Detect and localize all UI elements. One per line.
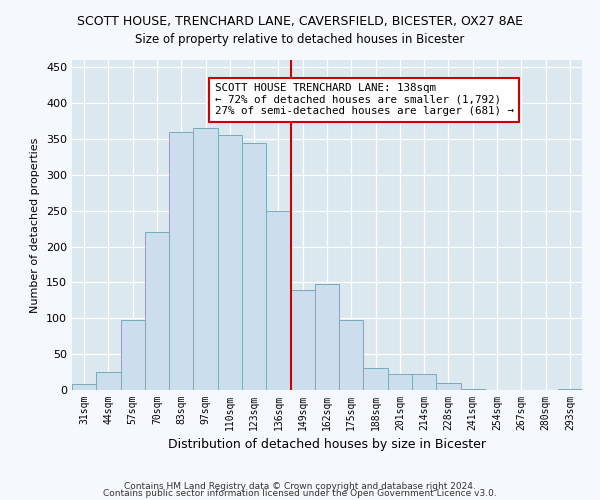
Bar bbox=[242, 142, 266, 390]
Text: Contains public sector information licensed under the Open Government Licence v3: Contains public sector information licen… bbox=[103, 490, 497, 498]
Bar bbox=[412, 374, 436, 390]
Bar bbox=[339, 320, 364, 390]
Bar bbox=[461, 388, 485, 390]
Bar bbox=[193, 128, 218, 390]
Text: SCOTT HOUSE, TRENCHARD LANE, CAVERSFIELD, BICESTER, OX27 8AE: SCOTT HOUSE, TRENCHARD LANE, CAVERSFIELD… bbox=[77, 15, 523, 28]
Bar bbox=[169, 132, 193, 390]
Bar bbox=[266, 210, 290, 390]
X-axis label: Distribution of detached houses by size in Bicester: Distribution of detached houses by size … bbox=[168, 438, 486, 452]
Text: Contains HM Land Registry data © Crown copyright and database right 2024.: Contains HM Land Registry data © Crown c… bbox=[124, 482, 476, 491]
Bar bbox=[558, 388, 582, 390]
Bar bbox=[290, 290, 315, 390]
Bar bbox=[364, 368, 388, 390]
Bar bbox=[388, 374, 412, 390]
Bar bbox=[72, 384, 96, 390]
Y-axis label: Number of detached properties: Number of detached properties bbox=[31, 138, 40, 312]
Bar bbox=[121, 320, 145, 390]
Text: SCOTT HOUSE TRENCHARD LANE: 138sqm
← 72% of detached houses are smaller (1,792)
: SCOTT HOUSE TRENCHARD LANE: 138sqm ← 72%… bbox=[215, 83, 514, 116]
Text: Size of property relative to detached houses in Bicester: Size of property relative to detached ho… bbox=[136, 32, 464, 46]
Bar bbox=[315, 284, 339, 390]
Bar bbox=[145, 232, 169, 390]
Bar bbox=[96, 372, 121, 390]
Bar bbox=[218, 136, 242, 390]
Bar bbox=[436, 383, 461, 390]
